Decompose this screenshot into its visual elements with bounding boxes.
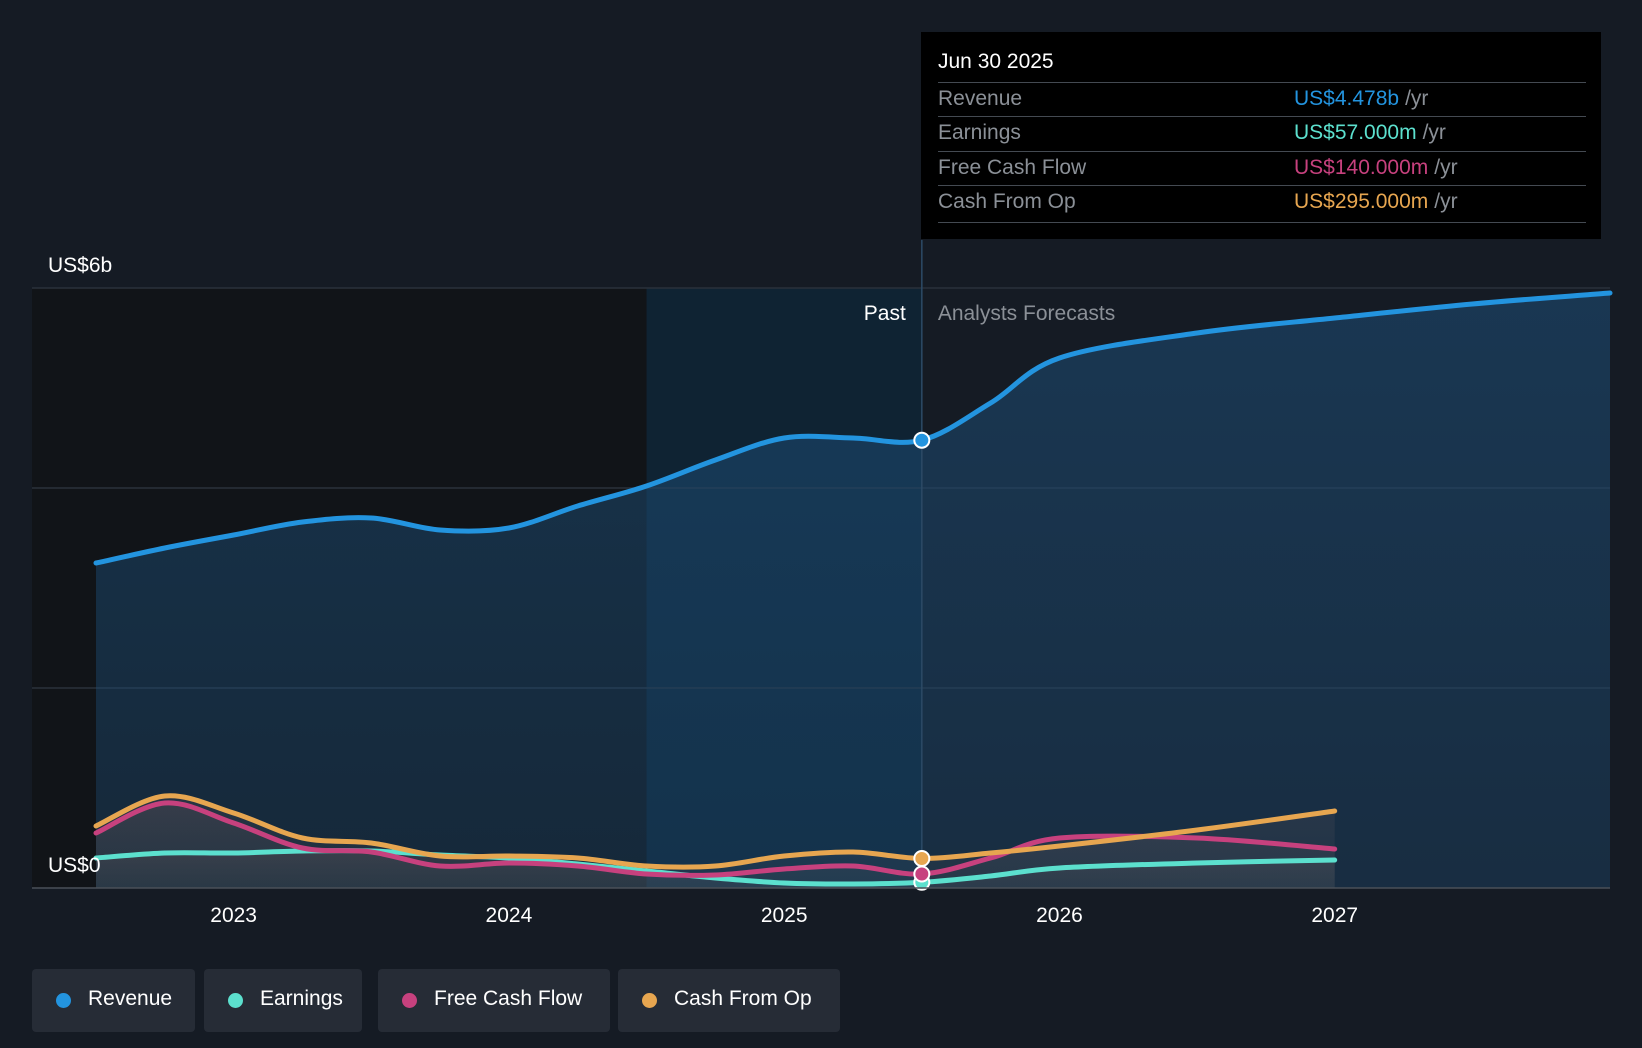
past-label: Past: [864, 302, 906, 325]
tooltip-label: Earnings: [938, 121, 1021, 144]
legend-label: Cash From Op: [674, 987, 812, 1010]
tooltip-number: US$140.000m: [1294, 156, 1429, 179]
series-markers: [913, 431, 931, 891]
tooltip: Jun 30 2025 Revenue US$4.478b/yr Earning…: [921, 32, 1601, 239]
legend-label: Revenue: [88, 987, 173, 1010]
line-free-cash-flow: [93, 800, 1338, 878]
legend-item-earnings[interactable]: Earnings: [204, 969, 362, 1032]
area-revenue: [96, 293, 1610, 888]
tooltip-label: Revenue: [938, 87, 1023, 110]
legend-dot-icon: [402, 993, 417, 1008]
tooltip-number: US$4.478b: [1294, 87, 1400, 110]
tooltip-number: US$57.000m: [1294, 121, 1417, 144]
tooltip-value: US$57.000m/yr: [1294, 121, 1446, 145]
tooltip-label: Cash From Op: [938, 190, 1076, 213]
tooltip-row-cash-from-op: Cash From Op US$295.000m/yr: [938, 185, 1586, 220]
legend-item-revenue[interactable]: Revenue: [32, 969, 195, 1032]
legend-label: Free Cash Flow: [434, 987, 583, 1010]
tooltip-unit: /yr: [1434, 156, 1458, 179]
tooltip-value: US$295.000m/yr: [1294, 190, 1458, 214]
marker-revenue: [913, 431, 931, 449]
forecast-label: Analysts Forecasts: [938, 302, 1115, 325]
tooltip-row-earnings: Earnings US$57.000m/yr: [938, 116, 1586, 151]
tooltip-unit: /yr: [1434, 190, 1458, 213]
tooltip-row-free-cash-flow: Free Cash Flow US$140.000m/yr: [938, 151, 1586, 186]
area-cash-from-op: [96, 795, 1335, 888]
x-tick-label: 2023: [210, 904, 257, 927]
legend-item-cash-from-op[interactable]: Cash From Op: [618, 969, 840, 1032]
y-label-bottom: US$0: [48, 854, 101, 877]
tooltip-divider: [938, 222, 1586, 223]
series-areas: [96, 293, 1610, 888]
tooltip-value: US$140.000m/yr: [1294, 156, 1458, 180]
x-tick-labels: 2023 2024 2025 2026 2027: [210, 904, 1358, 927]
legend-label: Earnings: [260, 987, 343, 1010]
line-revenue: [93, 290, 1613, 566]
legend-dot-icon: [228, 993, 243, 1008]
tooltip-unit: /yr: [1422, 121, 1446, 144]
legend-dot-icon: [56, 993, 71, 1008]
y-label-top: US$6b: [48, 254, 112, 277]
tooltip-value: US$4.478b/yr: [1294, 87, 1428, 111]
marker-free-cash-flow: [913, 865, 931, 883]
legend-item-free-cash-flow[interactable]: Free Cash Flow: [378, 969, 610, 1032]
legend-dot-icon: [642, 993, 657, 1008]
series-lines: [93, 290, 1613, 887]
x-tick-label: 2027: [1311, 904, 1358, 927]
x-tick-label: 2026: [1036, 904, 1083, 927]
x-tick-label: 2024: [486, 904, 533, 927]
tooltip-date: Jun 30 2025: [938, 50, 1054, 73]
x-tick-label: 2025: [761, 904, 808, 927]
tooltip-row-revenue: Revenue US$4.478b/yr: [938, 82, 1586, 117]
tooltip-label: Free Cash Flow: [938, 156, 1087, 179]
line-cash-from-op: [93, 793, 1338, 870]
tooltip-unit: /yr: [1405, 87, 1429, 110]
marker-cash-from-op: [913, 850, 931, 867]
tooltip-number: US$295.000m: [1294, 190, 1429, 213]
